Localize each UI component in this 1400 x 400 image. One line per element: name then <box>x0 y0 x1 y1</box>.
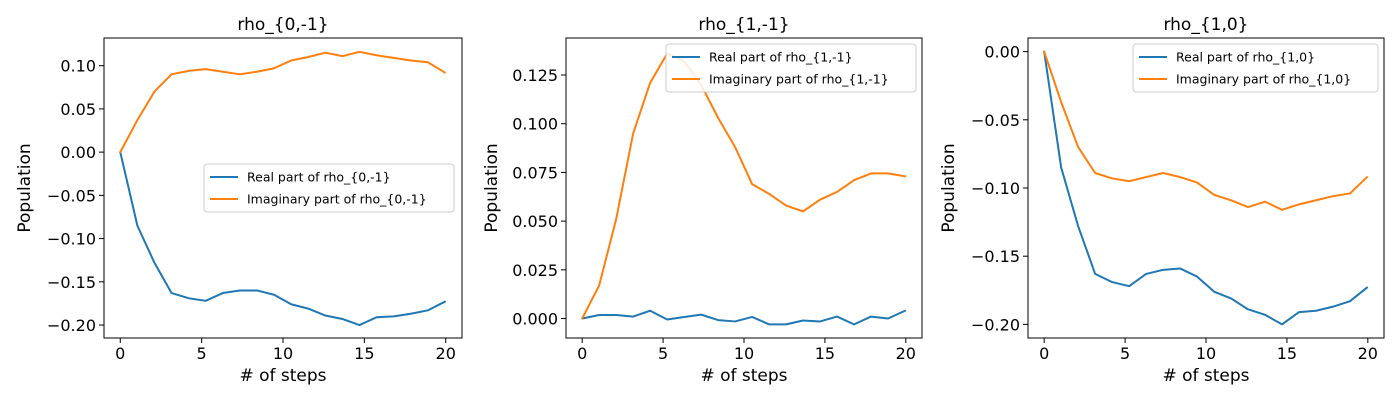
y-tick-label: 0.100 <box>512 115 558 134</box>
legend-entry: Imaginary part of rho_{1,-1} <box>709 72 889 87</box>
legend-entry: Real part of rho_{1,0} <box>1176 50 1315 65</box>
legend-entry: Real part of rho_{0,-1} <box>247 170 391 185</box>
y-tick-label: −0.20 <box>47 316 96 335</box>
series-line-imaginary <box>119 50 446 154</box>
x-tick-label: 10 <box>1196 344 1216 363</box>
y-tick-label: 0.00 <box>984 43 1020 62</box>
legend-box <box>203 163 455 213</box>
x-tick-label: 5 <box>197 344 207 363</box>
y-axis-label: Population <box>939 143 959 232</box>
legend-box <box>1132 43 1379 93</box>
legend: Real part of rho_{1,-1} Imaginary part of… <box>665 43 917 93</box>
y-tick-label: 0.075 <box>512 163 558 182</box>
y-tick-label: 0.050 <box>512 212 558 231</box>
chart-panel-3: rho_{1,0} 0 5 10 15 20 −0.20 −0.15 −0.10 −0.05 0.0… <box>939 15 1385 386</box>
y-tick-label: 0.025 <box>512 261 558 280</box>
series-line-imaginary <box>1043 50 1369 211</box>
y-tick-label: −0.15 <box>47 273 96 292</box>
x-tick-label: 15 <box>354 344 374 363</box>
legend: Real part of rho_{1,0} Imaginary part of … <box>1132 43 1379 93</box>
y-tick-label: −0.10 <box>47 230 96 249</box>
chart-panel-2: rho_{1,-1} 0 5 10 15 20 0.000 0.025 0.050 0.075 0.… <box>482 15 923 386</box>
y-tick-label: −0.20 <box>971 315 1020 334</box>
x-tick-label: 10 <box>273 344 293 363</box>
x-axis-label: # of steps <box>239 366 326 386</box>
x-tick-label: 5 <box>1120 344 1130 363</box>
y-tick-label: −0.05 <box>47 186 96 205</box>
y-tick-label: 0.00 <box>60 143 96 162</box>
series-line-real <box>581 309 907 326</box>
x-axis-label: # of steps <box>1162 366 1249 386</box>
x-tick-label: 15 <box>1277 344 1297 363</box>
x-tick-label: 20 <box>1358 344 1378 363</box>
y-tick-label: −0.10 <box>971 179 1020 198</box>
chart-title: rho_{1,-1} <box>698 15 789 35</box>
x-tick-label: 0 <box>1039 344 1049 363</box>
series-line-real <box>1043 50 1369 326</box>
y-tick-label: 0.10 <box>60 57 96 76</box>
x-tick-label: 15 <box>815 344 835 363</box>
x-tick-label: 20 <box>896 344 916 363</box>
y-axis-label: Population <box>15 143 35 232</box>
legend: Real part of rho_{0,-1} Imaginary part of… <box>203 163 455 213</box>
y-tick-label: 0.000 <box>512 310 558 329</box>
legend-entry: Imaginary part of rho_{0,-1} <box>247 192 427 207</box>
chart-title: rho_{0,-1} <box>237 15 328 35</box>
y-tick-label: 0.05 <box>60 100 96 119</box>
legend-box <box>665 43 917 93</box>
x-tick-label: 5 <box>658 344 668 363</box>
x-tick-label: 10 <box>734 344 754 363</box>
x-tick-label: 0 <box>577 344 587 363</box>
y-tick-label: −0.15 <box>971 247 1020 266</box>
legend-entry: Real part of rho_{1,-1} <box>709 50 853 65</box>
x-tick-label: 0 <box>115 344 125 363</box>
y-tick-label: −0.05 <box>971 111 1020 130</box>
chart-title: rho_{1,0} <box>1163 15 1248 35</box>
series-line-imaginary <box>581 52 907 320</box>
legend-entry: Imaginary part of rho_{1,0} <box>1176 72 1351 87</box>
y-axis-label: Population <box>482 143 502 232</box>
chart-panel-1: rho_{0,-1} 0 5 10 15 20 −0.20 −0.15 −0.10 −0.05 0.… <box>15 15 463 386</box>
y-tick-label: 0.125 <box>512 66 558 85</box>
x-axis-label: # of steps <box>700 366 787 386</box>
x-tick-label: 20 <box>436 344 456 363</box>
series-line-real <box>119 151 446 327</box>
